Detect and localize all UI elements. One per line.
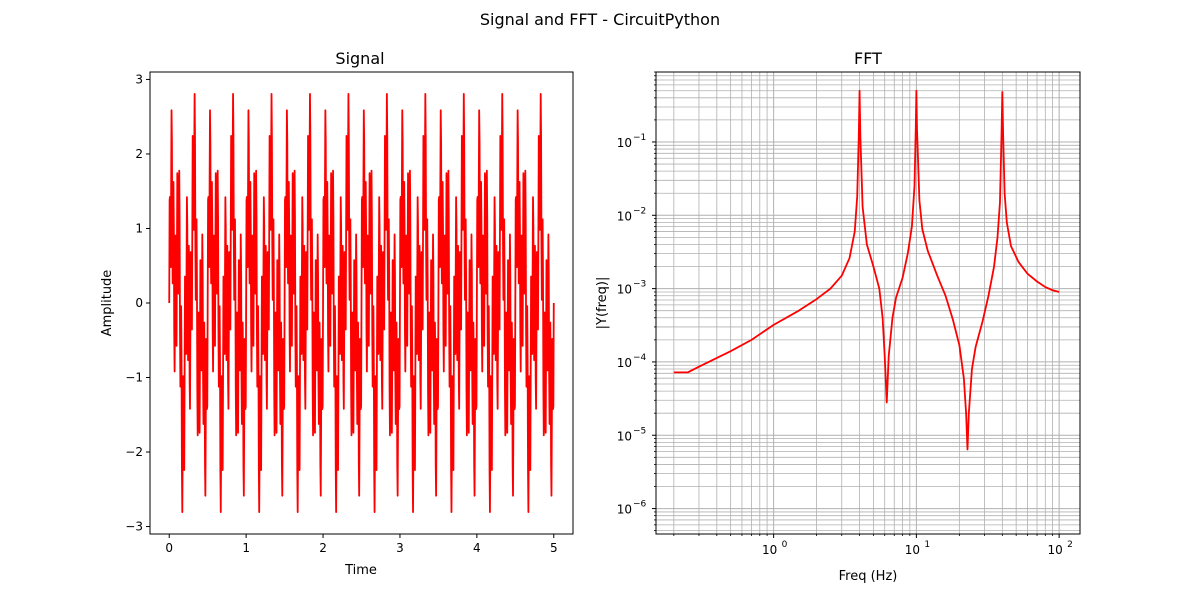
fft-xlabel: Freq (Hz) — [839, 569, 898, 584]
fft-ytick-label: 10 — [617, 503, 632, 517]
fft-ytick-label: 10 — [617, 429, 632, 443]
fft-xtick-exponent: 1 — [924, 540, 930, 550]
fft-ytick-exponent: −4 — [633, 353, 647, 363]
signal-xtick-label: 5 — [550, 541, 558, 555]
signal-ylabel: Amplitude — [100, 270, 115, 337]
fft-ytick-exponent: −1 — [633, 133, 646, 143]
signal-xtick-label: 2 — [319, 541, 327, 555]
signal-ytick-label: 3 — [135, 72, 143, 86]
signal-xtick-label: 4 — [473, 541, 481, 555]
signal-axes: Signal Time Amplitude 0 1 2 3 4 5 −3 −2 −1 0 1 2 3 — [100, 49, 574, 578]
fft-ytick-label: 10 — [617, 209, 632, 223]
fft-xtick-label: 10 — [762, 543, 777, 557]
signal-axes-frame — [149, 71, 574, 535]
signal-ytick-label: 1 — [135, 221, 143, 235]
fft-ytick-label: 10 — [617, 356, 632, 370]
fft-grid — [656, 71, 1080, 534]
signal-xtick-label: 3 — [396, 541, 404, 555]
fft-series-line — [673, 89, 1060, 451]
fft-yticks: 10−610−510−410−310−210−1 — [617, 71, 656, 532]
signal-xlabel: Time — [344, 563, 377, 578]
fft-xtick-exponent: 2 — [1067, 540, 1073, 550]
fft-ytick-label: 10 — [617, 283, 632, 297]
fft-axes: FFT Freq (Hz) |Y(freq)| 10 0 10 1 10 2 10 −610… — [595, 49, 1081, 584]
fft-axes-frame — [655, 71, 1081, 535]
signal-xtick-label: 0 — [165, 541, 173, 555]
fft-xtick-label: 10 — [1047, 543, 1062, 557]
signal-series-line — [168, 92, 555, 514]
fft-ytick-exponent: −2 — [633, 206, 646, 216]
fft-xtick-label: 10 — [905, 543, 920, 557]
signal-ytick-label: 0 — [135, 296, 143, 310]
signal-ytick-label: −3 — [125, 520, 143, 534]
signal-yticks: −3 −2 −1 0 1 2 3 — [125, 72, 150, 534]
signal-xticks: 0 1 2 3 4 5 — [165, 534, 558, 555]
fft-ytick-label: 10 — [617, 136, 632, 150]
signal-title: Signal — [335, 49, 384, 68]
signal-ytick-label: −1 — [125, 371, 143, 385]
fft-xtick-exponent: 0 — [782, 540, 788, 550]
fft-ylabel: |Y(freq)| — [595, 277, 610, 330]
signal-xtick-label: 1 — [242, 541, 250, 555]
fft-ytick-exponent: −3 — [633, 280, 646, 290]
fft-ytick-exponent: −6 — [633, 500, 647, 510]
signal-ytick-label: −2 — [125, 445, 143, 459]
fft-title: FFT — [854, 49, 882, 68]
signal-ytick-label: 2 — [135, 147, 143, 161]
figure-suptitle: Signal and FFT - CircuitPython — [480, 10, 720, 29]
fft-ytick-exponent: −5 — [633, 426, 646, 436]
